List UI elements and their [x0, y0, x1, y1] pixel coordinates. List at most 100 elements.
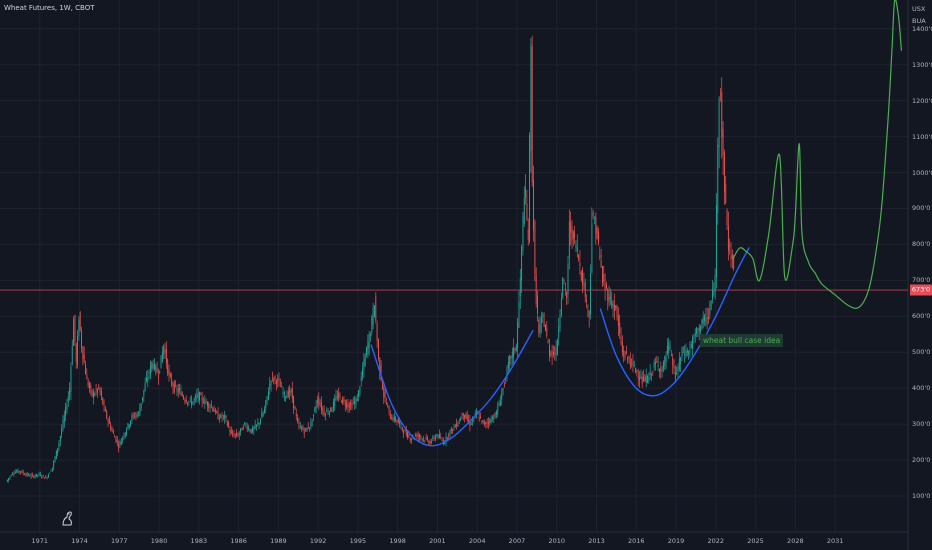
candle-body	[677, 366, 679, 372]
candle-body	[262, 412, 264, 417]
annotation-label[interactable]: wheat bull case idea	[700, 334, 784, 347]
candle-body	[566, 292, 568, 298]
candle-body	[568, 221, 570, 258]
tradingview-logo-icon[interactable]	[58, 508, 78, 528]
candle-body	[591, 222, 593, 272]
candle-body	[314, 407, 316, 412]
candle-body	[236, 432, 238, 436]
candle-body	[704, 315, 705, 322]
candle-body	[433, 437, 435, 439]
candle-body	[489, 418, 491, 423]
candle-body	[441, 439, 443, 441]
candle-body	[354, 400, 356, 404]
candle-body	[376, 323, 378, 342]
candle-body	[725, 183, 727, 204]
candle-body	[324, 413, 326, 416]
candle-body	[13, 473, 15, 475]
candle-body	[139, 407, 141, 416]
candle-body	[729, 244, 731, 247]
candle-body	[668, 342, 670, 353]
x-tick-label: 2013	[588, 537, 605, 545]
candle-body	[65, 406, 67, 416]
candle-body	[571, 226, 573, 241]
candle-body	[149, 364, 151, 375]
candle-body	[693, 335, 695, 339]
candle-body	[131, 415, 133, 421]
candle-body	[90, 385, 92, 389]
candle-body	[96, 389, 98, 393]
candle-body	[602, 266, 603, 284]
candle-body	[696, 327, 698, 334]
candle-body	[717, 144, 719, 214]
candle-body	[535, 275, 537, 305]
candle-body	[542, 314, 544, 318]
candle-body	[95, 389, 97, 391]
candle-body	[89, 382, 90, 389]
candle-body	[384, 392, 386, 399]
candle-body	[191, 401, 192, 405]
candle-body	[515, 345, 517, 352]
candle-body	[558, 326, 560, 339]
candle-body	[521, 246, 523, 281]
candle-body	[530, 43, 532, 152]
candle-body	[319, 404, 321, 406]
candle-body	[77, 335, 78, 365]
candle-body	[189, 398, 191, 400]
candle-body	[556, 339, 558, 355]
candle-body	[313, 414, 314, 417]
candle-body	[282, 391, 284, 394]
x-tick-label: 1977	[111, 537, 128, 545]
candle-body	[344, 404, 346, 406]
x-tick-label: 1992	[309, 537, 327, 545]
cup-curve-1	[370, 330, 534, 447]
candle-body	[273, 378, 275, 381]
candle-body	[130, 420, 132, 425]
candle-body	[676, 373, 678, 374]
candle-body	[537, 295, 538, 314]
candle-body	[429, 441, 431, 444]
candle-body	[229, 429, 231, 433]
candle-body	[10, 475, 12, 477]
x-tick-label: 2019	[667, 537, 685, 545]
candle-body	[320, 402, 322, 410]
candle-body	[108, 418, 110, 424]
candle-body	[621, 342, 623, 353]
candle-body	[33, 476, 35, 478]
candle-body	[350, 402, 352, 406]
candle-body	[260, 419, 261, 423]
candle-body	[244, 422, 246, 424]
candle-body	[453, 426, 455, 428]
candle-body	[168, 369, 170, 376]
candle-body	[653, 362, 655, 368]
y-tick-label: 1200'0	[912, 96, 932, 105]
candle-body	[456, 422, 458, 427]
candle-body	[490, 418, 492, 424]
candle-body	[486, 422, 488, 424]
candle-body	[381, 380, 383, 389]
candle-body	[554, 353, 556, 355]
candle-body	[465, 412, 467, 419]
candle-body	[266, 396, 268, 402]
candle-body	[297, 418, 299, 422]
candle-body	[148, 372, 150, 374]
candle-body	[87, 380, 89, 387]
candle-body	[665, 355, 667, 362]
candle-body	[533, 180, 534, 231]
candle-body	[53, 461, 55, 468]
candle-body	[727, 226, 729, 251]
candle-body	[391, 419, 393, 421]
candle-body	[645, 375, 647, 384]
candle-body	[54, 456, 56, 462]
candle-body	[587, 305, 589, 307]
candle-body	[32, 474, 33, 476]
candle-body	[538, 319, 540, 333]
candle-body	[466, 415, 468, 420]
candle-body	[674, 372, 676, 379]
candle-body	[278, 378, 280, 381]
candle-body	[629, 360, 631, 366]
candle-body	[603, 274, 605, 282]
candle-body	[518, 301, 520, 329]
projection-line	[732, 0, 902, 309]
